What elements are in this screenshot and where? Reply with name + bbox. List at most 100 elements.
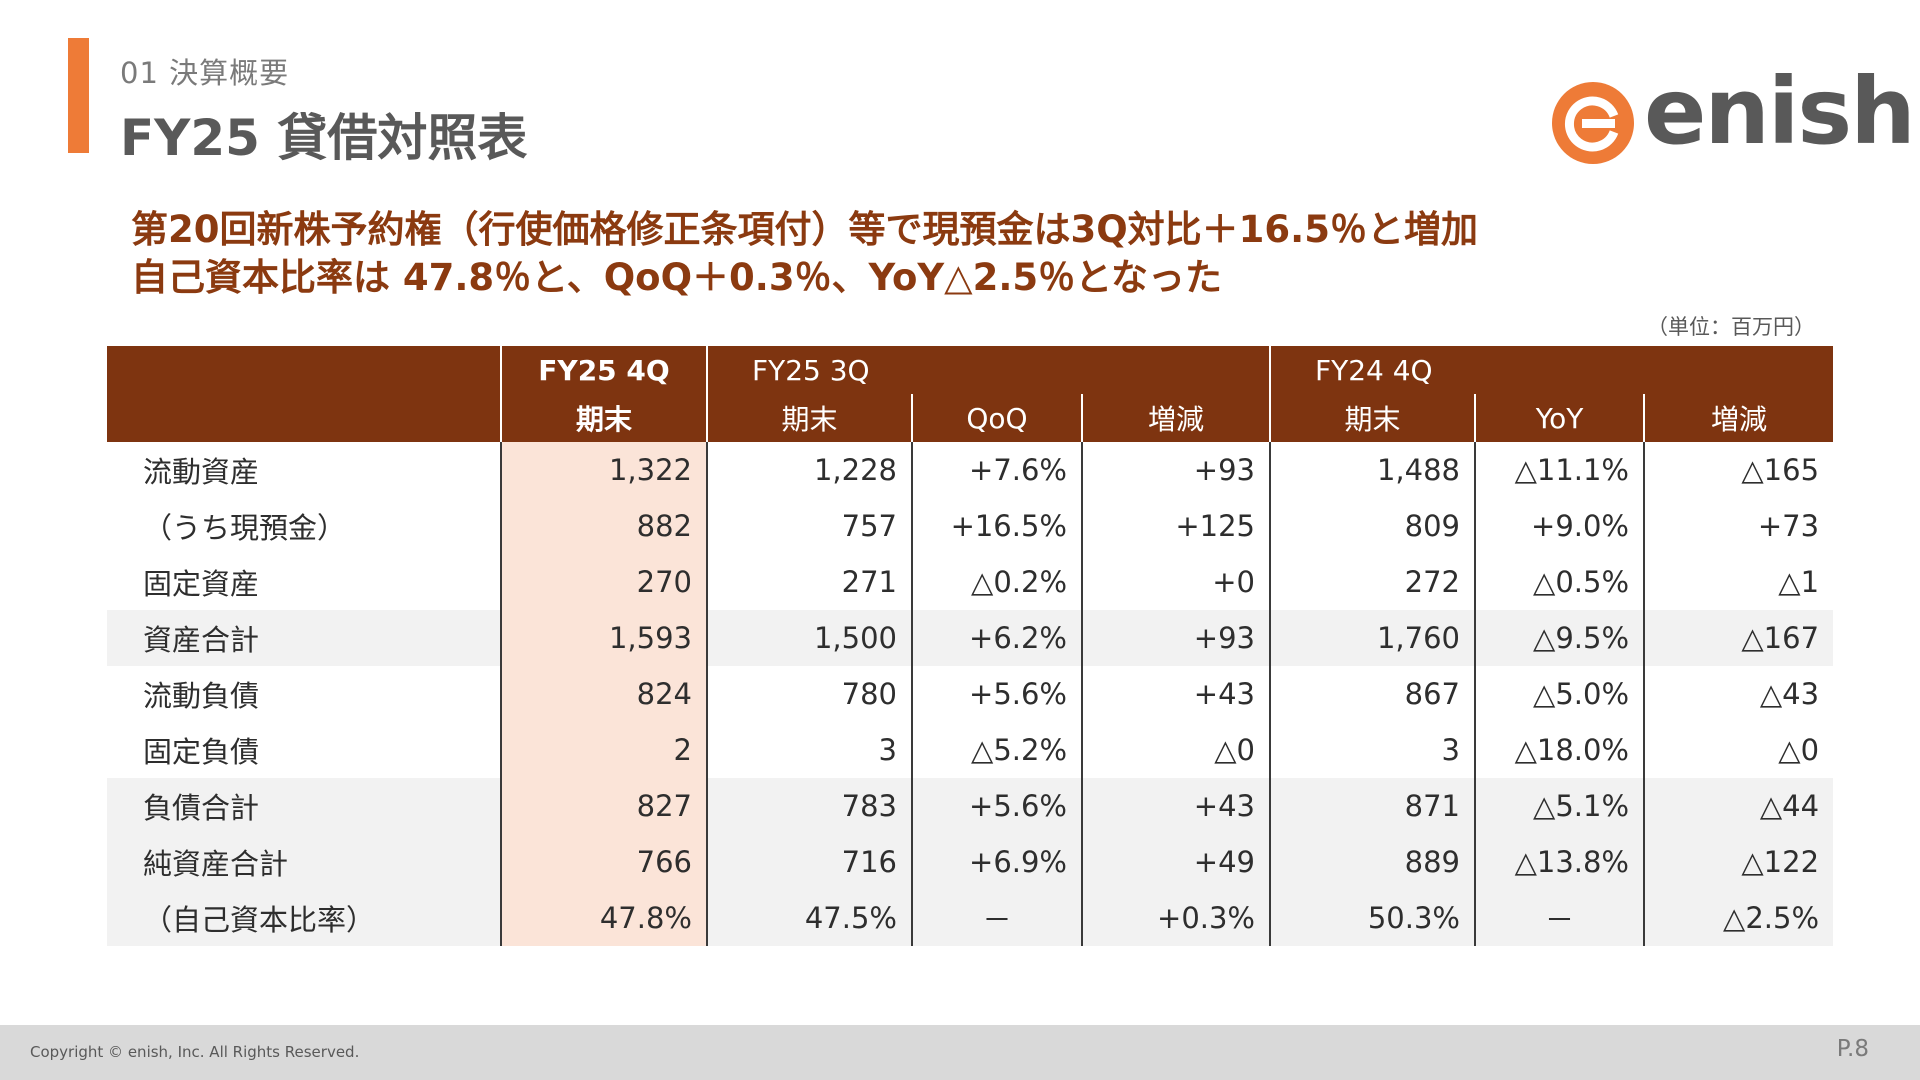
cell-qoq-diff: +93 bbox=[1081, 442, 1270, 498]
cell-fy25-4q: 1,593 bbox=[500, 610, 707, 666]
header-yoy-diff: 増減 bbox=[1642, 394, 1834, 442]
cell-qoq-diff: +93 bbox=[1081, 610, 1270, 666]
cell-qoq-diff: △0 bbox=[1081, 722, 1270, 778]
cell-yoy: △0.5% bbox=[1474, 554, 1644, 610]
cell-fy25-3q: 783 bbox=[706, 778, 912, 834]
cell-yoy: △5.1% bbox=[1474, 778, 1644, 834]
cell-fy24-4q: 50.3% bbox=[1269, 890, 1475, 946]
cell-qoq-diff: +49 bbox=[1081, 834, 1270, 890]
header-fy25-4q: FY25 4Q bbox=[500, 346, 707, 394]
table-row: 固定負債 2 3 △5.2% △0 3 △18.0% △0 bbox=[107, 722, 1834, 778]
cell-yoy: △5.0% bbox=[1474, 666, 1644, 722]
cell-yoy: △9.5% bbox=[1474, 610, 1644, 666]
cell-fy25-4q: 766 bbox=[500, 834, 707, 890]
cell-qoq-diff: +0.3% bbox=[1081, 890, 1270, 946]
cell-qoq-diff: +43 bbox=[1081, 778, 1270, 834]
cell-qoq: +16.5% bbox=[911, 498, 1082, 554]
header-yoy: YoY bbox=[1474, 394, 1644, 442]
cell-fy25-4q: 1,322 bbox=[500, 442, 707, 498]
row-label: （うち現預金） bbox=[143, 511, 347, 545]
header-fy25-4q-period-end: 期末 bbox=[500, 394, 707, 442]
enish-logo-text: enish bbox=[1644, 58, 1916, 165]
cell-yoy-diff: △167 bbox=[1642, 610, 1834, 666]
unit-note: （単位：百万円） bbox=[1647, 315, 1815, 339]
header-fy25-3q: FY25 3Q bbox=[706, 346, 1270, 394]
cell-fy25-4q: 824 bbox=[500, 666, 707, 722]
section-label: 01 決算概要 bbox=[120, 56, 290, 90]
cell-qoq-diff: +0 bbox=[1081, 554, 1270, 610]
header-qoq: QoQ bbox=[911, 394, 1082, 442]
headline: 第20回新株予約権（行使価格修正条項付）等で現預金は3Q対比＋16.5％と増加 … bbox=[131, 206, 1478, 302]
row-label: 流動負債 bbox=[143, 679, 260, 713]
cell-yoy-diff: △1 bbox=[1642, 554, 1834, 610]
copyright: Copyright © enish, Inc. All Rights Reser… bbox=[30, 1043, 360, 1061]
table-header-row-1: FY25 4Q FY25 3Q FY24 4Q bbox=[107, 346, 1834, 442]
table-row-total: 資産合計 1,593 1,500 +6.2% +93 1,760 △9.5% △… bbox=[107, 610, 1834, 666]
cell-yoy-diff: +73 bbox=[1642, 498, 1834, 554]
cell-fy24-4q: 1,760 bbox=[1269, 610, 1475, 666]
cell-fy25-3q: 3 bbox=[706, 722, 912, 778]
header-blank-cell bbox=[107, 346, 501, 442]
cell-fy24-4q: 867 bbox=[1269, 666, 1475, 722]
title-accent-bar bbox=[68, 38, 89, 153]
cell-fy25-3q: 780 bbox=[706, 666, 912, 722]
table-row-equity-ratio: （自己資本比率） 47.8% 47.5% － +0.3% 50.3% － △2.… bbox=[107, 890, 1834, 946]
cell-yoy: － bbox=[1474, 890, 1644, 946]
row-label: （自己資本比率） bbox=[107, 890, 501, 946]
row-label: 負債合計 bbox=[107, 778, 501, 834]
cell-yoy: △13.8% bbox=[1474, 834, 1644, 890]
table-row: 流動負債 824 780 +5.6% +43 867 △5.0% △43 bbox=[107, 666, 1834, 722]
footer: Copyright © enish, Inc. All Rights Reser… bbox=[0, 1025, 1920, 1080]
cell-fy24-4q: 272 bbox=[1269, 554, 1475, 610]
enish-logo: enish bbox=[1552, 66, 1916, 166]
header-fy25-3q-period-end: 期末 bbox=[706, 394, 912, 442]
cell-fy25-4q: 47.8% bbox=[500, 890, 707, 946]
page-number: P.8 bbox=[1836, 1036, 1869, 1062]
cell-yoy-diff: △0 bbox=[1642, 722, 1834, 778]
table-row: 固定資産 270 271 △0.2% +0 272 △0.5% △1 bbox=[107, 554, 1834, 610]
cell-fy25-4q: 270 bbox=[500, 554, 707, 610]
row-label: 資産合計 bbox=[107, 610, 501, 666]
cell-fy24-4q: 889 bbox=[1269, 834, 1475, 890]
cell-fy24-4q: 1,488 bbox=[1269, 442, 1475, 498]
cell-fy25-3q: 271 bbox=[706, 554, 912, 610]
cell-yoy-diff: △2.5% bbox=[1642, 890, 1834, 946]
cell-qoq: +7.6% bbox=[911, 442, 1082, 498]
cell-yoy-diff: △122 bbox=[1642, 834, 1834, 890]
table-row: 流動資産 1,322 1,228 +7.6% +93 1,488 △11.1% … bbox=[107, 442, 1834, 498]
cell-qoq: +5.6% bbox=[911, 666, 1082, 722]
cell-qoq-diff: +125 bbox=[1081, 498, 1270, 554]
headline-line-2: 自己資本比率は 47.8％と、QoQ＋0.3％、YoY△2.5％となった bbox=[131, 256, 1223, 299]
header-qoq-diff: 増減 bbox=[1081, 394, 1270, 442]
header-fy24-4q-period-end: 期末 bbox=[1269, 394, 1475, 442]
table-row-total: 負債合計 827 783 +5.6% +43 871 △5.1% △44 bbox=[107, 778, 1834, 834]
cell-yoy-diff: △165 bbox=[1642, 442, 1834, 498]
cell-yoy: △18.0% bbox=[1474, 722, 1644, 778]
cell-qoq: － bbox=[911, 890, 1082, 946]
cell-qoq: △0.2% bbox=[911, 554, 1082, 610]
cell-fy25-3q: 1,228 bbox=[706, 442, 912, 498]
cell-qoq: +5.6% bbox=[911, 778, 1082, 834]
table-row: （うち現預金） 882 757 +16.5% +125 809 +9.0% +7… bbox=[107, 498, 1834, 554]
cell-fy24-4q: 3 bbox=[1269, 722, 1475, 778]
cell-yoy: △11.1% bbox=[1474, 442, 1644, 498]
cell-fy25-3q: 716 bbox=[706, 834, 912, 890]
table-row-total: 純資産合計 766 716 +6.9% +49 889 △13.8% △122 bbox=[107, 834, 1834, 890]
cell-yoy-diff: △44 bbox=[1642, 778, 1834, 834]
header-fy24-4q: FY24 4Q bbox=[1268, 346, 1834, 394]
cell-qoq: △5.2% bbox=[911, 722, 1082, 778]
row-label: 固定負債 bbox=[143, 735, 260, 769]
enish-logo-mark-icon bbox=[1552, 82, 1634, 164]
cell-yoy-diff: △43 bbox=[1642, 666, 1834, 722]
cell-fy25-4q: 882 bbox=[500, 498, 707, 554]
cell-fy25-4q: 827 bbox=[500, 778, 707, 834]
cell-qoq-diff: +43 bbox=[1081, 666, 1270, 722]
cell-yoy: +9.0% bbox=[1474, 498, 1644, 554]
row-label: 流動資産 bbox=[143, 455, 260, 489]
row-label: 固定資産 bbox=[143, 567, 260, 601]
row-label: 純資産合計 bbox=[107, 834, 501, 890]
page-title: FY25 貸借対照表 bbox=[120, 109, 528, 167]
headline-line-1: 第20回新株予約権（行使価格修正条項付）等で現預金は3Q対比＋16.5％と増加 bbox=[131, 208, 1478, 251]
cell-fy24-4q: 871 bbox=[1269, 778, 1475, 834]
cell-fy25-3q: 757 bbox=[706, 498, 912, 554]
